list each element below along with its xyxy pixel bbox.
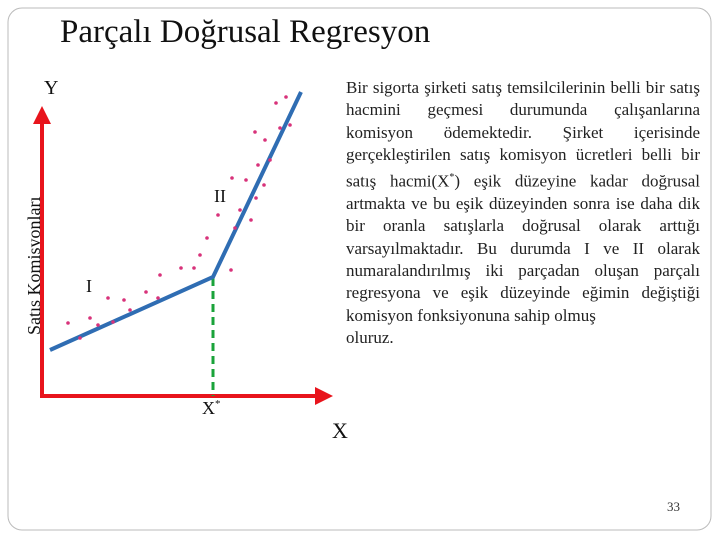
- threshold-base: X: [202, 398, 215, 418]
- scatter-points: [66, 95, 292, 340]
- regression-line: [49, 91, 303, 352]
- threshold-label: X*: [202, 398, 221, 418]
- segment-2-label: II: [214, 186, 226, 206]
- paragraph-sup: *: [449, 171, 455, 183]
- lead-letter: X: [332, 418, 348, 443]
- y-axis-label: Satış Komisyonları: [24, 197, 44, 336]
- frame: [7, 7, 712, 531]
- threshold-sup: *: [215, 398, 221, 410]
- page-number: 33: [667, 499, 680, 514]
- segment-1-label: I: [86, 276, 92, 296]
- y-letter: Y: [44, 77, 58, 99]
- paragraph-text: ) eşik düzeyine kadar doğrusal artmakta …: [346, 171, 700, 325]
- title: Parçalı Doğrusal Regresyon: [60, 14, 430, 50]
- x-arrow: [315, 387, 333, 405]
- paragraph-text: oluruz.: [346, 328, 394, 348]
- paragraph-text: Bir sigorta şirketi satış temsilcilerini…: [346, 78, 700, 191]
- y-arrow: [33, 106, 51, 124]
- paragraph: Bir sigorta şirketi satış temsilcilerini…: [346, 77, 700, 350]
